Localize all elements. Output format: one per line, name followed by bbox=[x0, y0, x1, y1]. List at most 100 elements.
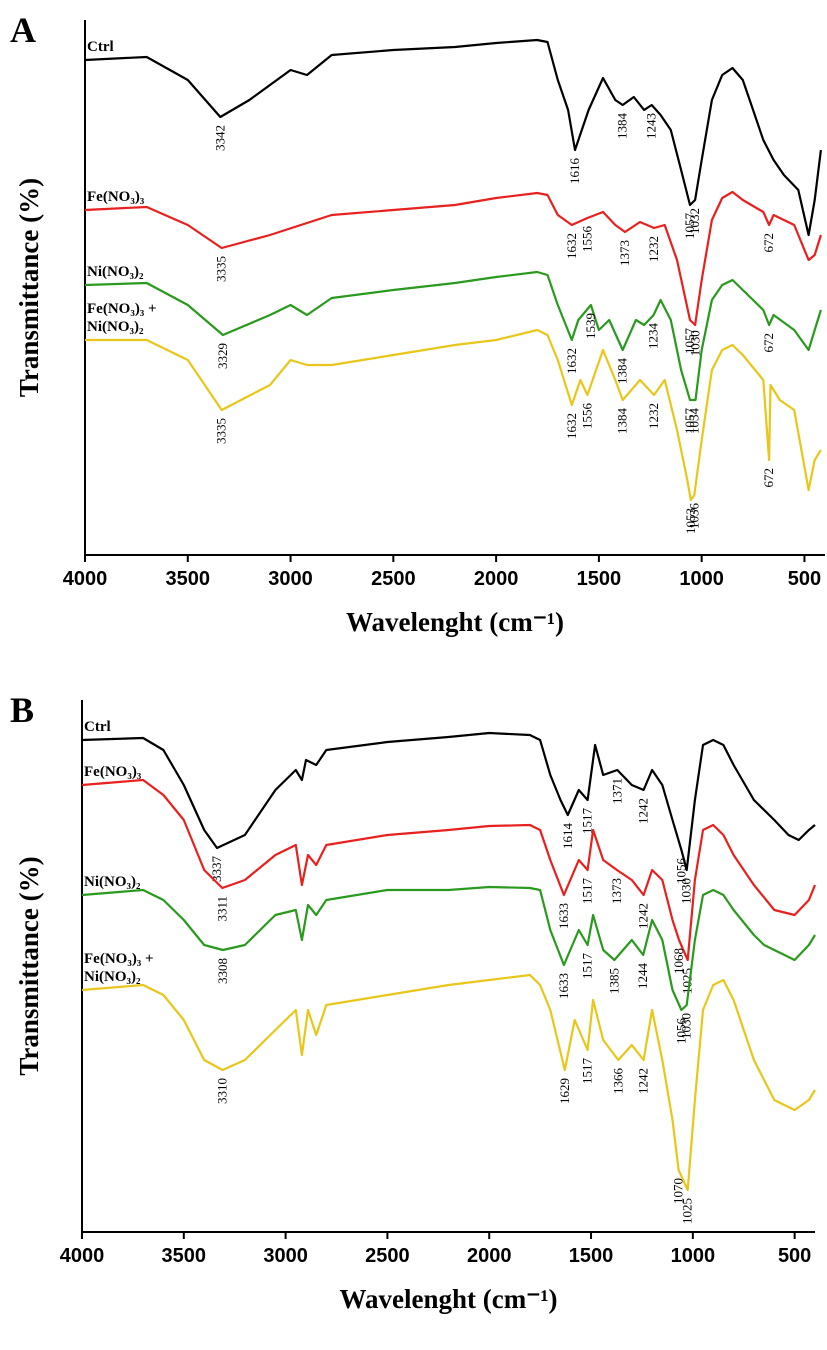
spectrum-line bbox=[84, 190, 822, 327]
peak-label: 1030 bbox=[679, 1013, 694, 1039]
peak-label: 1517 bbox=[580, 953, 595, 980]
peak-label: 1373 bbox=[617, 240, 632, 266]
series-label: Ctrl bbox=[84, 719, 111, 735]
peak-label: 1632 bbox=[564, 348, 579, 374]
series-label: Fe(NO₃)₃ bbox=[84, 764, 142, 780]
peak-label: 1632 bbox=[564, 413, 579, 439]
x-tick-label: 1500 bbox=[569, 1245, 614, 1267]
x-tick-label: 1500 bbox=[577, 568, 622, 590]
peak-label: 1242 bbox=[636, 1068, 651, 1094]
x-tick-label: 3500 bbox=[166, 568, 211, 590]
spectrum-line bbox=[81, 778, 817, 962]
peak-label: 3308 bbox=[215, 958, 230, 984]
peak-label: 1629 bbox=[557, 1078, 572, 1104]
peak-label: 1517 bbox=[580, 1058, 595, 1085]
peak-label: 3335 bbox=[214, 256, 229, 282]
series-label: Ni(NO₃)₂ bbox=[87, 264, 144, 280]
peak-label: 1373 bbox=[609, 878, 624, 904]
x-tick-label: 3000 bbox=[268, 568, 313, 590]
peak-label: 1243 bbox=[644, 113, 659, 139]
series-label: Fe(NO₃)₃ + Ni(NO₃)₂ bbox=[87, 301, 157, 335]
y-axis-title: Transmittance (%) bbox=[14, 178, 44, 397]
x-tick-label: 4000 bbox=[60, 1245, 105, 1267]
peak-label: 1057 bbox=[682, 213, 697, 240]
spectrum-line bbox=[81, 885, 816, 1012]
x-axis-title: Wavelenght (cm⁻¹) bbox=[339, 1284, 557, 1314]
peak-label: 1070 bbox=[671, 1178, 686, 1204]
x-axis-title: Wavelenght (cm⁻¹) bbox=[346, 607, 564, 637]
peak-label: 1242 bbox=[636, 903, 651, 929]
peak-label: 1057 bbox=[682, 328, 697, 355]
peak-label: 1068 bbox=[671, 948, 686, 974]
peak-label: 1032 bbox=[687, 208, 702, 234]
peak-label: 3337 bbox=[209, 856, 224, 883]
peak-label: 1371 bbox=[609, 778, 624, 804]
panel-label: A bbox=[10, 10, 36, 50]
series-label-box: Fe(NO₃)₃ + Ni(NO₃)₂ bbox=[84, 951, 154, 985]
peak-label: 1034 bbox=[687, 408, 702, 435]
x-tick-label: 4000 bbox=[63, 568, 108, 590]
spectrum-line bbox=[84, 38, 822, 237]
x-tick-label: 1000 bbox=[671, 1245, 716, 1267]
spectrum-line bbox=[81, 731, 816, 872]
peak-label: 672 bbox=[761, 333, 776, 353]
peak-label: 1234 bbox=[646, 323, 661, 350]
peak-label: 3311 bbox=[214, 896, 229, 922]
x-tick-label: 1000 bbox=[679, 568, 724, 590]
peak-label: 1053 bbox=[683, 508, 698, 534]
peak-label: 1632 bbox=[564, 233, 579, 259]
series-label-box: Ctrl bbox=[84, 719, 111, 735]
peak-label: 1366 bbox=[610, 1068, 625, 1095]
x-tick-label: 2500 bbox=[365, 1245, 410, 1267]
series-label-box: Ni(NO₃)₂ bbox=[84, 874, 140, 890]
peak-label: 1384 bbox=[615, 358, 630, 385]
peak-label: 1633 bbox=[556, 973, 571, 999]
series-label-box: Fe(NO₃)₃ + Ni(NO₃)₂ bbox=[87, 301, 157, 335]
peak-label: 1030 bbox=[688, 330, 703, 356]
peak-label: 3335 bbox=[214, 418, 229, 444]
peak-label: 1056 bbox=[673, 1018, 688, 1045]
series-label: Fe(NO₃)₃ bbox=[87, 189, 145, 205]
peak-label: 3310 bbox=[214, 1078, 229, 1104]
x-tick-label: 2000 bbox=[474, 568, 519, 590]
peak-label: 1030 bbox=[679, 878, 694, 904]
x-tick-label: 500 bbox=[778, 1245, 811, 1267]
peak-label: 1056 bbox=[673, 858, 688, 885]
peak-label: 1385 bbox=[606, 968, 621, 994]
peak-label: 1384 bbox=[615, 408, 630, 435]
x-tick-label: 3500 bbox=[162, 1245, 207, 1267]
spectrum-line bbox=[81, 973, 816, 1192]
series-label-box: Fe(NO₃)₃ bbox=[87, 189, 145, 205]
series-label: Ctrl bbox=[87, 39, 114, 55]
peak-label: 1633 bbox=[556, 903, 571, 929]
peak-label: 1517 bbox=[580, 808, 595, 835]
peak-label: 3329 bbox=[215, 343, 230, 369]
peak-label: 3342 bbox=[212, 125, 227, 151]
x-tick-label: 500 bbox=[788, 568, 821, 590]
peak-label: 1242 bbox=[636, 798, 651, 824]
spectrum-line bbox=[85, 328, 822, 502]
peak-label: 672 bbox=[761, 468, 776, 488]
panel-label: B bbox=[10, 690, 34, 730]
series-label-box: Ctrl bbox=[87, 39, 114, 55]
peak-label: 1036 bbox=[686, 503, 701, 530]
series-label-box: Ni(NO₃)₂ bbox=[87, 264, 144, 280]
spectrum-line bbox=[84, 270, 822, 402]
peak-label: 1025 bbox=[680, 968, 695, 994]
x-tick-label: 2000 bbox=[467, 1245, 512, 1267]
peak-label: 1232 bbox=[646, 236, 661, 262]
peak-label: 1556 bbox=[579, 226, 594, 253]
peak-label: 1614 bbox=[560, 823, 575, 850]
peak-label: 1057 bbox=[682, 408, 697, 435]
peak-label: 1539 bbox=[583, 313, 598, 339]
series-label: Fe(NO₃)₃ + Ni(NO₃)₂ bbox=[84, 951, 154, 985]
peak-label: 1556 bbox=[579, 403, 594, 430]
x-tick-label: 2500 bbox=[371, 568, 416, 590]
peak-label: 1384 bbox=[615, 113, 630, 140]
peak-label: 1517 bbox=[580, 878, 595, 905]
peak-label: 672 bbox=[761, 233, 776, 253]
peak-label: 1232 bbox=[646, 403, 661, 429]
peak-label: 1244 bbox=[635, 963, 650, 990]
y-axis-title: Transmittance (%) bbox=[14, 856, 44, 1075]
